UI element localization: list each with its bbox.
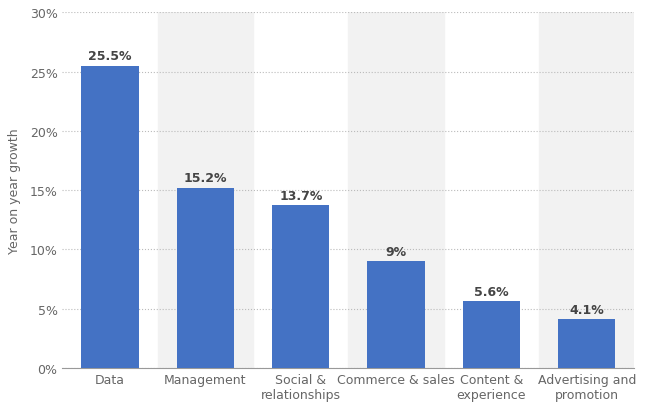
Bar <box>558 319 616 368</box>
Bar <box>272 206 330 368</box>
Bar <box>348 13 444 368</box>
Bar <box>539 13 634 368</box>
Bar <box>463 302 520 368</box>
Text: 4.1%: 4.1% <box>569 303 604 316</box>
Bar <box>158 13 253 368</box>
Bar <box>367 261 424 368</box>
Text: 13.7%: 13.7% <box>279 189 322 202</box>
Bar <box>177 188 234 368</box>
Text: 9%: 9% <box>385 245 407 258</box>
Bar <box>81 67 138 368</box>
Y-axis label: Year on year growth: Year on year growth <box>8 128 21 253</box>
Text: 15.2%: 15.2% <box>184 172 227 185</box>
Text: 5.6%: 5.6% <box>474 285 509 298</box>
Text: 25.5%: 25.5% <box>88 50 132 63</box>
